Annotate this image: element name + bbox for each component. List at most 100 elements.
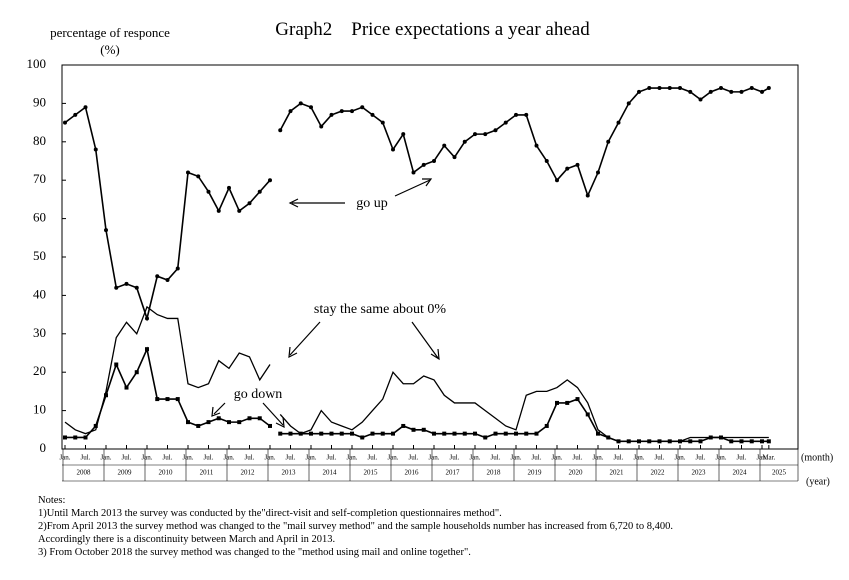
point xyxy=(360,105,365,110)
x-tick-label: Jul. xyxy=(327,454,337,462)
year-label: 2014 xyxy=(323,469,338,477)
x-tick-label: Jan. xyxy=(182,454,193,462)
x-tick-label: Jan. xyxy=(59,454,70,462)
note-line: Accordingly there is a discontinuity bet… xyxy=(38,534,336,545)
x-tick-label: Jul. xyxy=(409,454,419,462)
point xyxy=(698,439,703,444)
point xyxy=(63,435,67,440)
point xyxy=(319,431,324,436)
point xyxy=(401,132,406,137)
x-tick-label: Jan. xyxy=(346,454,357,462)
x-tick-label: Jan. xyxy=(469,454,480,462)
point xyxy=(678,86,682,91)
point xyxy=(227,185,231,190)
point xyxy=(514,431,518,436)
point xyxy=(114,285,119,290)
point xyxy=(575,397,580,402)
point xyxy=(165,278,170,283)
x-tick-label: Jul. xyxy=(696,454,706,462)
point xyxy=(63,120,67,125)
point xyxy=(739,439,744,444)
notes-title: Notes: xyxy=(38,495,66,506)
point xyxy=(626,101,631,106)
y-tick-label: 70 xyxy=(33,171,46,186)
point xyxy=(114,362,119,367)
point xyxy=(503,431,508,436)
year-label: 2023 xyxy=(692,469,707,477)
point xyxy=(452,155,457,160)
point xyxy=(278,431,283,436)
point xyxy=(360,435,365,440)
point xyxy=(237,208,242,213)
x-tick-label: Jan. xyxy=(756,454,767,462)
series-line xyxy=(65,346,769,443)
point xyxy=(124,281,129,286)
chart-title: Graph2 Price expectations a year ahead xyxy=(275,19,590,40)
point xyxy=(298,101,303,106)
y-tick-label: 100 xyxy=(27,56,47,71)
y-tick-label: 40 xyxy=(33,286,46,301)
point xyxy=(729,439,734,444)
notes: Notes: 1)Until March 2013 the survey was… xyxy=(38,494,673,559)
point xyxy=(606,139,611,144)
note-line: 1)Until March 2013 the survey was conduc… xyxy=(38,508,502,519)
point xyxy=(473,431,477,436)
point xyxy=(760,439,764,444)
year-label: 2025 xyxy=(772,469,787,477)
annotation-arrows xyxy=(211,178,440,429)
y-axis-unit: (%) xyxy=(100,42,120,57)
point xyxy=(186,170,190,175)
point xyxy=(503,120,508,125)
year-label: 2017 xyxy=(446,469,461,477)
point xyxy=(637,89,641,94)
y-tick-label: 60 xyxy=(33,210,46,225)
point xyxy=(309,105,313,110)
point xyxy=(493,431,498,436)
point xyxy=(350,431,354,436)
point xyxy=(339,431,344,436)
point xyxy=(93,423,98,428)
x-tick-label: Jul. xyxy=(163,454,173,462)
point xyxy=(391,147,395,152)
point xyxy=(534,143,539,148)
point xyxy=(380,120,385,125)
year-label: 2011 xyxy=(200,469,214,477)
x-year-unit: (year) xyxy=(806,476,830,487)
point xyxy=(565,166,570,171)
point xyxy=(145,316,149,321)
point xyxy=(708,89,713,94)
point xyxy=(329,431,334,436)
point xyxy=(134,285,139,290)
annotation: stay the same about 0% xyxy=(314,302,447,317)
point xyxy=(637,439,641,444)
point xyxy=(719,86,723,91)
point xyxy=(83,435,88,440)
point xyxy=(216,416,221,421)
point xyxy=(596,431,600,436)
point xyxy=(134,370,139,375)
point xyxy=(667,86,672,91)
x-tick-label: Jan. xyxy=(510,454,521,462)
year-label: 2021 xyxy=(610,469,625,477)
x-tick-label: Jan. xyxy=(264,454,275,462)
point xyxy=(186,420,190,425)
point xyxy=(555,178,559,183)
year-label: 2010 xyxy=(159,469,174,477)
year-label: 2024 xyxy=(733,469,748,477)
x-tick-label: Jul. xyxy=(655,454,665,462)
point xyxy=(257,416,262,421)
x-tick-label: Jan. xyxy=(141,454,152,462)
point xyxy=(206,189,211,194)
x-tick-label: Jul. xyxy=(245,454,255,462)
point xyxy=(729,89,734,94)
point xyxy=(766,86,771,91)
year-label: 2019 xyxy=(528,469,543,477)
point xyxy=(473,132,477,137)
point xyxy=(462,139,467,144)
y-tick-label: 50 xyxy=(33,248,46,263)
point xyxy=(626,439,631,444)
point xyxy=(370,112,375,117)
point xyxy=(524,112,529,117)
